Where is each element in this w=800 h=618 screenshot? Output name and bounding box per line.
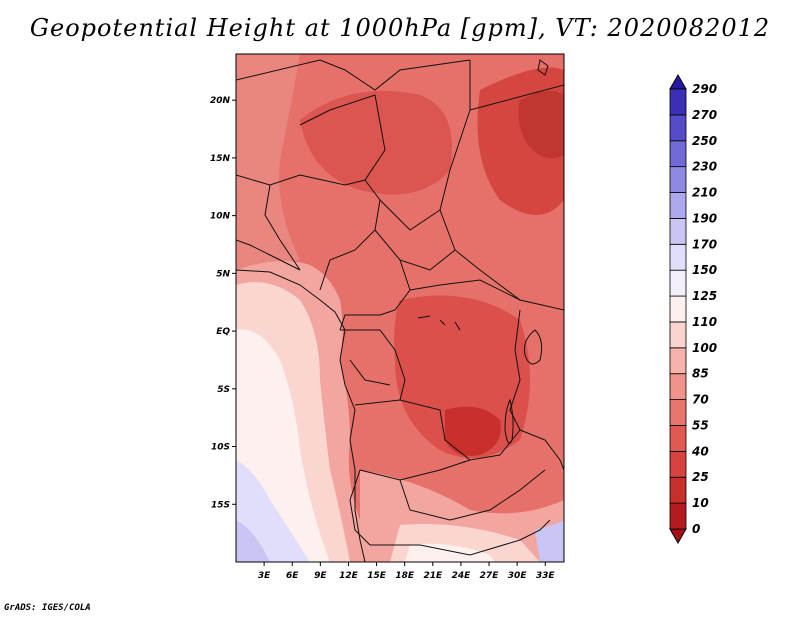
x-tick-label: 9E xyxy=(314,571,327,581)
x-tick-label: 33E xyxy=(536,571,556,581)
colorbar-label: 270 xyxy=(692,108,717,122)
colorbar-swatch xyxy=(669,399,687,426)
colorbar-label: 100 xyxy=(692,341,717,355)
colorbar-swatch xyxy=(669,88,687,116)
y-tick-label: 10S xyxy=(211,443,230,453)
colorbar-swatch xyxy=(669,425,687,452)
x-tick-label: 21E xyxy=(423,571,443,581)
colorbar-label: 25 xyxy=(692,470,709,484)
colorbar-swatch xyxy=(669,269,687,297)
colorbar-label: 210 xyxy=(692,186,717,200)
colorbar-label: 85 xyxy=(692,367,709,381)
colorbar-swatch xyxy=(669,373,687,400)
colorbar-swatch xyxy=(669,502,687,530)
colorbar-swatch xyxy=(669,114,687,142)
colorbar-swatch xyxy=(669,321,687,349)
colorbar-swatch xyxy=(669,295,687,323)
colorbar-label: 190 xyxy=(692,211,717,225)
map-frame xyxy=(235,53,565,563)
colorbar-min-arrow xyxy=(669,528,687,545)
colorbar-label: 0 xyxy=(692,522,700,536)
colorbar-swatch xyxy=(669,347,687,375)
x-tick-label: 6E xyxy=(286,571,299,581)
colorbar-label: 110 xyxy=(692,315,717,329)
colorbar-label: 40 xyxy=(691,444,709,458)
colorbar-swatch xyxy=(669,243,687,271)
y-tick-label: 15S xyxy=(211,500,230,510)
country-borders xyxy=(236,59,564,562)
colorbar-swatch xyxy=(669,218,687,245)
x-tick-label: 24E xyxy=(452,571,472,581)
field-congo-dark xyxy=(445,406,501,456)
colorbar-label: 250 xyxy=(692,134,717,148)
colorbar-swatch xyxy=(669,192,687,219)
field-west-light xyxy=(236,54,300,270)
colorbar-swatch xyxy=(669,166,687,193)
y-tick-label: 5S xyxy=(217,385,230,395)
x-tick-label: 27E xyxy=(480,571,500,581)
colorbar-label: 70 xyxy=(692,393,709,407)
field-sw-blue2 xyxy=(236,520,270,562)
chart-title: Geopotential Height at 1000hPa [gpm], VT… xyxy=(29,14,771,42)
colorbar-label: 290 xyxy=(692,82,717,96)
y-tick-label: 15N xyxy=(210,154,231,164)
colorbar-label: 10 xyxy=(692,496,709,510)
y-axis: 20N 15N 10N 5N EQ 5S 10S 15S xyxy=(210,96,236,510)
field-sahara-dark xyxy=(300,90,452,195)
x-tick-label: 3E xyxy=(258,571,271,581)
colorbar-swatch xyxy=(669,476,687,504)
colorbar-label: 55 xyxy=(692,418,709,432)
colorbar-swatch xyxy=(669,450,687,478)
y-tick-label: 5N xyxy=(216,269,230,279)
x-tick-label: 12E xyxy=(339,571,359,581)
x-tick-label: 18E xyxy=(395,571,415,581)
colorbar-label: 230 xyxy=(692,160,717,174)
colorbar: 0 10 25 40 55 70 85 100 110 125 150 170 190 210 230 250… xyxy=(669,73,717,545)
colorbar-max-arrow xyxy=(669,73,687,90)
field-south-white xyxy=(405,543,495,562)
grads-credit: GrADS: IGES/COLA xyxy=(4,603,91,613)
field-se-blue xyxy=(535,520,564,562)
x-axis: 3E 6E 9E 12E 15E 18E 21E 24E 27E 30E 33E xyxy=(258,562,556,581)
x-tick-label: 30E xyxy=(508,571,528,581)
field-ne-darkest xyxy=(518,91,564,159)
y-tick-label: 20N xyxy=(210,96,231,106)
colorbar-label: 150 xyxy=(692,263,717,277)
colorbar-label: 170 xyxy=(692,237,717,251)
colorbar-swatch xyxy=(669,140,687,168)
y-tick-label: EQ xyxy=(216,327,230,337)
colorbar-label: 125 xyxy=(692,289,717,303)
x-tick-label: 15E xyxy=(367,571,387,581)
y-tick-label: 10N xyxy=(210,212,231,222)
